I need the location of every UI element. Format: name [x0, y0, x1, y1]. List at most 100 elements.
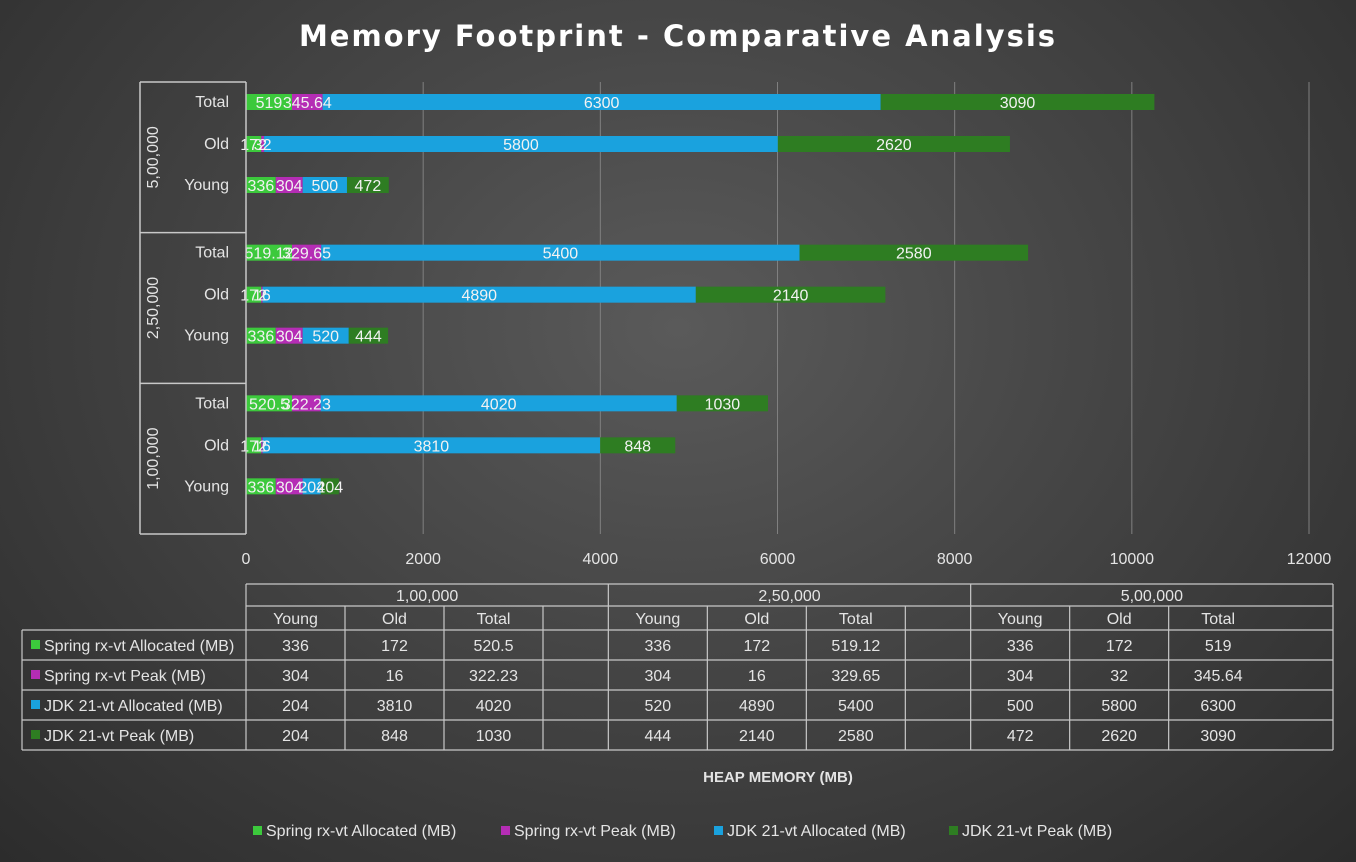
table-cell: 4890: [739, 698, 775, 715]
category-label: Old: [204, 136, 229, 153]
bar-segment: [246, 478, 276, 495]
legend-swatch: [501, 826, 510, 835]
table-cell: 172: [743, 638, 770, 655]
bar-segment: [246, 395, 293, 412]
bar-segment: [600, 437, 676, 454]
bar-data-label: 519: [256, 95, 283, 112]
x-tick-label: 2000: [405, 551, 441, 568]
bar-data-label: 204: [298, 479, 325, 496]
table-column-header: Young: [635, 611, 680, 628]
grid-lines: [422, 82, 1310, 534]
table-cell: 500: [1007, 698, 1034, 715]
table-cell: 519.12: [831, 638, 880, 655]
bar-segment: [302, 177, 347, 193]
legend-entry: JDK 21-vt Peak (MB): [962, 823, 1112, 840]
bar-data-label: 519.12: [245, 246, 294, 263]
bar-segment: [321, 244, 800, 261]
bar-data-label: 304: [276, 329, 303, 346]
table-cell: 172: [381, 638, 408, 655]
table-cell: 336: [644, 638, 671, 655]
bar-segment: [302, 478, 321, 495]
bar-segment: [275, 478, 303, 495]
table-cell: 322.23: [469, 668, 518, 685]
table-cell: 2620: [1101, 728, 1137, 745]
bar-segment: [261, 286, 263, 303]
bar-data-label: 204: [316, 479, 343, 496]
bar-segment: [246, 244, 292, 261]
group-label: 1,00,000: [145, 427, 162, 489]
category-label: Young: [184, 177, 229, 194]
table-cell: 336: [1007, 638, 1034, 655]
bar-data-label: 16: [253, 438, 271, 455]
bar-data-label: 1030: [705, 396, 741, 413]
bar-data-label: 336: [248, 329, 275, 346]
bar-data-label: 4890: [461, 288, 497, 305]
bar-segment: [246, 136, 262, 152]
legend-entry: Spring rx-vt Peak (MB): [514, 823, 676, 840]
bar-data-label: 172: [240, 288, 267, 305]
table-legend-key: [31, 700, 40, 709]
bar-data-label: 520.5: [249, 396, 289, 413]
bar-segment: [264, 136, 778, 152]
table-cell: 304: [1007, 668, 1034, 685]
bar-data-label: 345.64: [283, 95, 332, 112]
bar-segment: [880, 94, 1155, 110]
legend-swatch: [714, 826, 723, 835]
table-cell: 16: [748, 668, 766, 685]
bar-data-label: 520: [312, 329, 339, 346]
bar-data-label: 6300: [584, 95, 620, 112]
bar-segment: [695, 286, 886, 303]
x-axis-title: HEAP MEMORY (MB): [703, 769, 853, 786]
table-column-header: Total: [1201, 611, 1235, 628]
bar-data-label: 3810: [414, 438, 450, 455]
legend: Spring rx-vt Allocated (MB) Spring rx-vt …: [253, 823, 1112, 840]
table-cell: 304: [644, 668, 671, 685]
category-label: Total: [195, 395, 229, 412]
category-label: Young: [184, 328, 229, 345]
x-axis: 0 2000 4000 6000 8000 10000 12000: [242, 551, 1332, 568]
table-cell: 848: [381, 728, 408, 745]
bar-segment: [262, 437, 601, 454]
bar-segment: [322, 94, 881, 110]
table-cell: 336: [282, 638, 309, 655]
bar-data-label: 472: [355, 178, 382, 195]
bar-data-label: 172: [240, 137, 267, 154]
table-cell: 345.64: [1194, 668, 1243, 685]
bar-segment: [246, 437, 262, 454]
table-cell: 520.5: [473, 638, 513, 655]
table-cell: 472: [1007, 728, 1034, 745]
bar-data-label: 2140: [773, 288, 809, 305]
table-column-header: Old: [382, 611, 407, 628]
table-row-label: Spring rx-vt Allocated (MB): [44, 638, 234, 655]
bar-segment: [246, 94, 292, 110]
bar-data-label: 32: [254, 137, 272, 154]
table-cell: 5400: [838, 698, 874, 715]
category-label: Old: [204, 437, 229, 454]
bar-data-label: 500: [311, 178, 338, 195]
table-cell: 520: [644, 698, 671, 715]
group-label: 2,50,000: [145, 277, 162, 339]
table-cell: 329.65: [831, 668, 880, 685]
table-cell: 444: [644, 728, 671, 745]
bar-data-label: 444: [355, 329, 382, 346]
bar-data-label: 3090: [1000, 95, 1036, 112]
table-cell: 519: [1205, 638, 1232, 655]
bar-segment: [275, 177, 303, 193]
bar-segment: [246, 177, 276, 193]
x-tick-label: 4000: [583, 551, 619, 568]
bar-segment: [275, 327, 303, 344]
table-row-label: JDK 21-vt Allocated (MB): [44, 698, 223, 715]
bar-segment: [246, 286, 262, 303]
table-legend-key: [31, 670, 40, 679]
bar-data-label: 336: [248, 178, 275, 195]
category-label: Old: [204, 287, 229, 304]
bar-data-label: 304: [276, 178, 303, 195]
bar-segment: [676, 395, 768, 412]
bar-segment: [261, 437, 263, 454]
table-cell: 6300: [1200, 698, 1236, 715]
table-cell: 172: [1106, 638, 1133, 655]
bar-segment: [346, 177, 389, 193]
bar-data-label: 4020: [481, 396, 517, 413]
bar-segment: [246, 327, 276, 344]
